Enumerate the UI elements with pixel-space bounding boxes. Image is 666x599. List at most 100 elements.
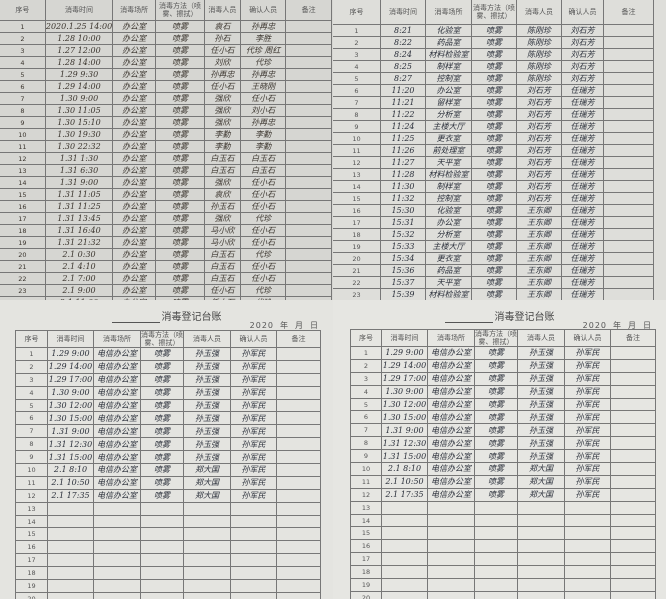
table-row: 12 11:27 天平室 喷雾 刘石芳 任瑞芳 (333, 156, 654, 169)
confirmer-cell: 孙军民 (564, 436, 611, 451)
disinfection-time-cell: 1.28 10:00 (44, 32, 114, 45)
remarks-cell (603, 96, 654, 109)
disinfection-time-cell: 11:25 (380, 132, 426, 145)
year-label: 年 (280, 321, 289, 330)
disinfection-location-cell: 电信办公室 (93, 475, 141, 490)
row-number-cell: 3 (15, 372, 48, 387)
disinfection-method-cell: 喷雾 (471, 216, 517, 229)
disinfection-time-cell (381, 513, 428, 528)
disinfector-cell: 任小石 (203, 44, 241, 57)
disinfection-time-cell: 2.1 9:00 (44, 284, 114, 297)
disinfection-method-cell: 喷雾 (140, 475, 184, 490)
row-number-cell: 13 (0, 164, 46, 177)
disinfector-cell: 白玉石 (203, 164, 241, 177)
disinfection-method-cell: 喷雾 (155, 140, 205, 153)
column-header-remarks: 备注 (610, 329, 656, 347)
row-number-cell: 15 (350, 526, 382, 541)
disinfector-cell: 李勤 (203, 140, 241, 153)
disinfector-cell: 刘石芳 (516, 96, 562, 109)
confirmer-cell: 任瑞芳 (561, 276, 604, 289)
remarks-cell (285, 128, 332, 141)
confirmer-cell: 孙军民 (230, 475, 277, 490)
disinfection-location-cell: 办公室 (112, 152, 157, 165)
table-row: 9 1.31 15:00 电信办公室 喷雾 孙玉强 孙军民 (350, 449, 656, 464)
column-header-row-number: 序号 (350, 329, 382, 347)
disinfection-location-cell: 电信办公室 (93, 385, 141, 400)
disinfection-time-cell (381, 578, 428, 592)
disinfection-method-cell: 喷雾 (471, 264, 517, 277)
confirmer-cell: 任瑞芳 (561, 156, 604, 169)
confirmer-cell: 任小石 (239, 260, 287, 273)
disinfection-method-cell: 喷雾 (474, 487, 518, 502)
confirmer-cell: 刘小石 (239, 104, 287, 117)
remarks-cell (285, 116, 332, 129)
disinfection-time-cell: 15:34 (380, 252, 426, 265)
table-row: 14 11:30 制样室 喷雾 刘石芳 任瑞芳 (333, 180, 654, 193)
disinfection-time-cell: 15:31 (380, 216, 426, 229)
ledger-sheet-bottom-left: 消毒登记台账 2020 年月日 序号 消毒时间 消毒场所 消毒方法（喷雾、擦拭） 消毒人员… (0, 300, 333, 599)
table-row: 7 1.31 9:00 电信办公室 喷雾 孙玉强 孙军民 (15, 424, 321, 439)
row-number-cell: 21 (333, 264, 381, 277)
disinfection-method-cell: 喷雾 (471, 288, 517, 300)
table-row: 20 2.1 0:30 办公室 喷雾 白玉石 代珍 (0, 248, 332, 261)
remarks-cell (603, 48, 654, 61)
disinfection-location-cell: 主楼大厅 (425, 120, 472, 133)
table-row: 3 1.29 17:00 电信办公室 喷雾 孙玉强 孙军民 (15, 372, 321, 387)
remarks-cell (276, 488, 321, 503)
confirmer-cell (230, 566, 277, 581)
year-label: 年 (613, 321, 622, 330)
disinfection-time-cell: 8:24 (380, 48, 426, 61)
remarks-cell (276, 514, 321, 529)
disinfector-cell: 强欣 (203, 176, 241, 189)
column-header-disinfector: 消毒人员 (183, 330, 231, 348)
disinfection-time-cell: 1.31 11:25 (44, 200, 114, 213)
month-label: 月 (295, 321, 304, 330)
remarks-cell (603, 120, 654, 133)
confirmer-cell: 任瑞芳 (561, 96, 604, 109)
column-header-remarks: 备注 (603, 0, 654, 25)
disinfection-location-cell: 留样室 (425, 96, 472, 109)
disinfection-method-cell (140, 527, 184, 542)
table-row: 4 1.30 9:00 电信办公室 喷雾 孙玉强 孙军民 (350, 384, 656, 399)
disinfection-time-cell: 1.30 12:00 (381, 397, 428, 412)
row-number-cell: 6 (333, 84, 381, 97)
remarks-cell (603, 204, 654, 217)
disinfection-method-cell: 喷雾 (471, 192, 517, 205)
row-number-cell: 19 (333, 240, 381, 253)
disinfector-cell: 郑大国 (183, 463, 231, 477)
disinfection-time-cell (47, 527, 94, 542)
row-number-cell: 20 (15, 591, 48, 599)
disinfection-method-cell: 喷雾 (471, 36, 517, 49)
remarks-cell (603, 60, 654, 73)
disinfector-cell: 孙玉强 (517, 423, 565, 438)
disinfector-cell (183, 579, 231, 593)
disinfection-location-cell (93, 579, 141, 593)
disinfection-location-cell: 分析室 (425, 108, 472, 121)
disinfection-location-cell (427, 526, 475, 541)
disinfection-method-cell: 喷雾 (155, 260, 205, 273)
confirmer-cell: 任小石 (239, 188, 287, 201)
remarks-cell (603, 72, 654, 85)
remarks-cell (276, 566, 321, 581)
disinfection-location-cell: 天平室 (425, 276, 472, 289)
row-number-cell: 7 (333, 96, 381, 109)
disinfection-location-cell: 电信办公室 (93, 347, 141, 361)
table-row: 2 1.28 10:00 办公室 喷雾 孙石 李胜 (0, 32, 332, 45)
remarks-cell (285, 260, 332, 273)
disinfection-log-table: 序号 消毒时间 消毒场所 消毒方法（喷雾、擦拭） 消毒人员 确认人员 备注 1 2020.1.2… (0, 0, 332, 300)
row-number-cell: 18 (0, 224, 46, 237)
table-row: 16 (350, 539, 656, 554)
disinfection-location-cell: 电信办公室 (427, 474, 475, 489)
table-row: 17 15:31 办公室 喷雾 王东卿 任瑞芳 (333, 216, 654, 229)
disinfection-location-cell: 电信办公室 (427, 371, 475, 386)
disinfection-method-cell (474, 539, 518, 554)
table-row: 15 (350, 526, 656, 541)
confirmer-cell: 任瑞芳 (561, 204, 604, 217)
disinfection-location-cell: 电信办公室 (427, 397, 475, 412)
table-row: 2 8:22 药品室 喷雾 陈刚珍 刘石芳 (333, 36, 654, 49)
disinfection-method-cell: 喷雾 (474, 474, 518, 489)
disinfector-cell (517, 539, 565, 554)
confirmer-cell (230, 540, 277, 555)
table-row: 12 2.1 17:35 电信办公室 喷雾 郑大国 孙军民 (15, 488, 321, 503)
disinfection-location-cell (93, 540, 141, 555)
